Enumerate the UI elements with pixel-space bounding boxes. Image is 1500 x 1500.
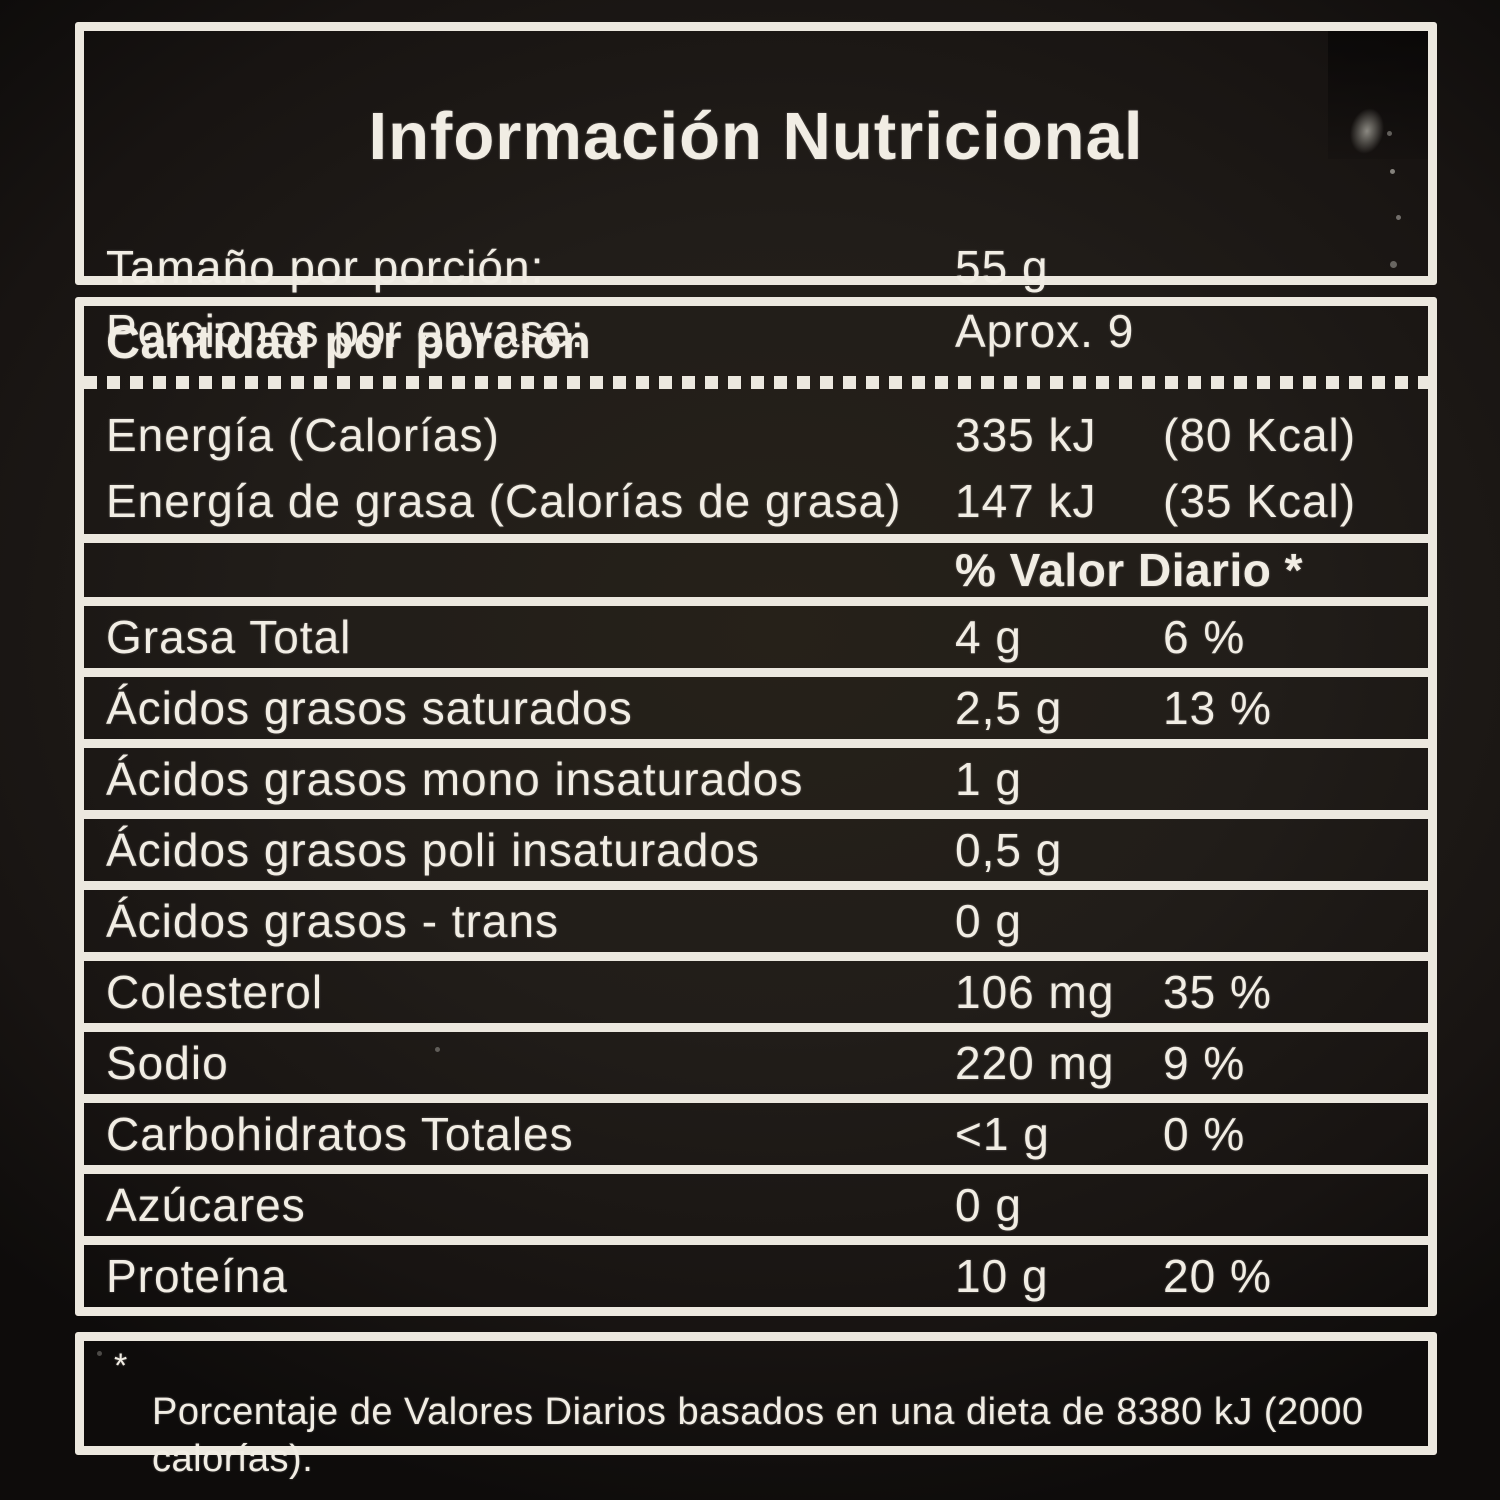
- nutrient-name: Ácidos grasos mono insaturados: [106, 753, 804, 805]
- nutrient-dv: 20 %: [1163, 1250, 1272, 1302]
- nutrient-name: Ácidos grasos - trans: [106, 895, 560, 947]
- table-row-cholesterol: Colesterol 106 mg 35 %: [84, 952, 1428, 1023]
- dotted-separator: [84, 376, 1428, 389]
- nutrition-label: Información Nutricional Tamaño por porci…: [75, 22, 1437, 1480]
- nutrient-amount: 220 mg: [955, 1037, 1115, 1089]
- nutrient-dv: 35 %: [1163, 966, 1272, 1018]
- nutrient-amount: 10 g: [955, 1250, 1049, 1302]
- table-row-protein: Proteína 10 g 20 %: [84, 1236, 1428, 1307]
- energy-fat-kcal: (35 Kcal): [1163, 475, 1357, 527]
- nutrient-dv: 13 %: [1163, 682, 1272, 734]
- nutrient-name: Colesterol: [106, 966, 324, 1018]
- nutrient-name: Proteína: [106, 1250, 288, 1302]
- nutrient-amount: 1 g: [955, 753, 1022, 805]
- nutrient-name: Sodio: [106, 1037, 229, 1089]
- servings-per-container-value: Aprox. 9: [955, 304, 1135, 357]
- label-title: Información Nutricional: [368, 99, 1144, 175]
- table-row-trans-fat: Ácidos grasos - trans 0 g: [84, 881, 1428, 952]
- serving-size-row: Tamaño por porción: 55 g: [84, 235, 1428, 299]
- energy-fat-row: Energía de grasa (Calorías de grasa) 147…: [84, 468, 1428, 534]
- table-row-sodium: Sodio 220 mg 9 %: [84, 1023, 1428, 1094]
- energy-fat-kj: 147 kJ: [955, 475, 1097, 527]
- amount-per-serving-header: Cantidad por porción: [106, 314, 592, 368]
- energy-kj: 335 kJ: [955, 409, 1097, 461]
- nutrient-name: Ácidos grasos poli insaturados: [106, 824, 760, 876]
- dust-specks: [0, 0, 3, 3]
- nutrient-amount: 0 g: [955, 895, 1022, 947]
- energy-fat-label: Energía de grasa (Calorías de grasa): [106, 475, 902, 527]
- table-row-total-fat: Grasa Total 4 g 6 %: [84, 606, 1428, 668]
- nutrient-name: Grasa Total: [106, 611, 352, 663]
- energy-kcal: (80 Kcal): [1163, 409, 1357, 461]
- table-row-monounsaturated-fat: Ácidos grasos mono insaturados 1 g: [84, 739, 1428, 810]
- footnote-section: * Porcentaje de Valores Diarios basados …: [75, 1332, 1437, 1480]
- nutrient-amount: 0,5 g: [955, 824, 1063, 876]
- nutrient-dv: 0 %: [1163, 1108, 1246, 1160]
- nutrient-amount: 4 g: [955, 611, 1022, 663]
- header-section: Información Nutricional Tamaño por porci…: [75, 22, 1437, 357]
- nutrient-amount: 2,5 g: [955, 682, 1063, 734]
- energy-label: Energía (Calorías): [106, 409, 500, 461]
- nutrient-amount: <1 g: [955, 1108, 1050, 1160]
- nutrient-name: Carbohidratos Totales: [106, 1108, 574, 1160]
- table-row-polyunsaturated-fat: Ácidos grasos poli insaturados 0,5 g: [84, 810, 1428, 881]
- nutrient-dv: 9 %: [1163, 1037, 1246, 1089]
- daily-value-header: % Valor Diario *: [955, 544, 1304, 596]
- nutrient-table-section: Cantidad por porción Energía (Calorías) …: [75, 297, 1437, 1316]
- footnote-asterisk: *: [114, 1347, 128, 1385]
- footnote-text: Porcentaje de Valores Diarios basados en…: [152, 1391, 1364, 1480]
- servings-per-container-label: Porciones por envase:: [106, 304, 585, 357]
- table-row-sugars: Azúcares 0 g: [84, 1165, 1428, 1236]
- nutrient-name: Ácidos grasos saturados: [106, 682, 633, 734]
- serving-size-label: Tamaño por porción:: [106, 240, 545, 293]
- table-row-total-carbohydrate: Carbohidratos Totales <1 g 0 %: [84, 1094, 1428, 1165]
- daily-value-header-row: % Valor Diario *: [84, 534, 1428, 606]
- serving-size-value: 55 g: [955, 240, 1049, 293]
- nutrient-amount: 0 g: [955, 1179, 1022, 1231]
- nutrient-amount: 106 mg: [955, 966, 1115, 1018]
- table-row-saturated-fat: Ácidos grasos saturados 2,5 g 13 %: [84, 668, 1428, 739]
- servings-per-container-row: Porciones por envase: Aprox. 9: [84, 299, 1428, 363]
- energy-row: Energía (Calorías) 335 kJ (80 Kcal): [84, 402, 1428, 468]
- nutrient-dv: 6 %: [1163, 611, 1246, 663]
- nutrient-name: Azúcares: [106, 1179, 306, 1231]
